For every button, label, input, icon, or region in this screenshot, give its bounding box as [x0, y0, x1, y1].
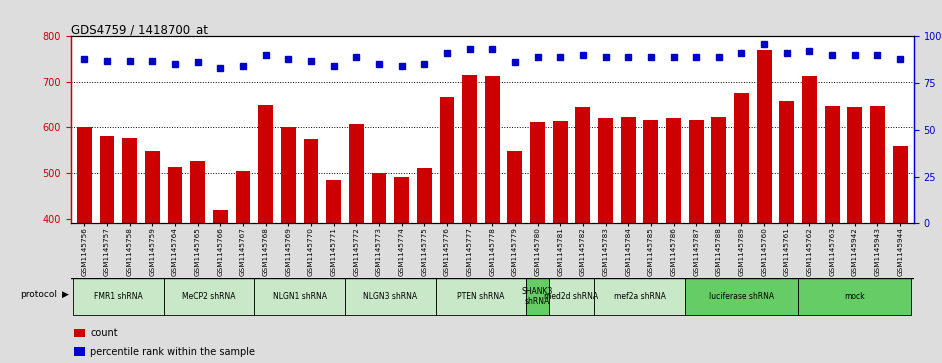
Bar: [258, 105, 273, 363]
Text: luciferase shRNA: luciferase shRNA: [709, 292, 774, 301]
Text: mock: mock: [844, 292, 865, 301]
Text: GDS4759 / 1418700_at: GDS4759 / 1418700_at: [71, 23, 207, 36]
Bar: [594, 278, 685, 315]
Bar: [100, 136, 114, 363]
Text: NLGN1 shRNA: NLGN1 shRNA: [272, 292, 327, 301]
Bar: [164, 278, 254, 315]
Bar: [122, 138, 137, 363]
Bar: [371, 173, 386, 363]
Bar: [643, 120, 658, 363]
Bar: [598, 118, 613, 363]
Bar: [825, 106, 839, 363]
Bar: [213, 210, 228, 363]
Bar: [281, 127, 296, 363]
Text: NLGN3 shRNA: NLGN3 shRNA: [364, 292, 417, 301]
Bar: [394, 177, 409, 363]
Bar: [848, 107, 862, 363]
Text: SHANK3
shRNA: SHANK3 shRNA: [522, 287, 553, 306]
Bar: [349, 124, 364, 363]
Bar: [530, 122, 544, 363]
Bar: [190, 161, 205, 363]
Bar: [870, 106, 885, 363]
Bar: [803, 76, 817, 363]
Bar: [145, 151, 159, 363]
Text: MeCP2 shRNA: MeCP2 shRNA: [182, 292, 236, 301]
Text: ▶: ▶: [61, 290, 69, 299]
Bar: [463, 75, 477, 363]
Bar: [254, 278, 345, 315]
Bar: [73, 329, 85, 337]
Text: percentile rank within the sample: percentile rank within the sample: [90, 347, 255, 357]
Bar: [236, 171, 251, 363]
Bar: [303, 139, 318, 363]
Text: mef2a shRNA: mef2a shRNA: [613, 292, 665, 301]
Bar: [527, 278, 549, 315]
Bar: [893, 146, 907, 363]
Text: med2d shRNA: med2d shRNA: [544, 292, 598, 301]
Bar: [685, 278, 798, 315]
Bar: [549, 278, 594, 315]
Bar: [734, 93, 749, 363]
Bar: [621, 118, 636, 363]
Bar: [756, 49, 771, 363]
Bar: [798, 278, 912, 315]
Bar: [73, 347, 85, 356]
Bar: [435, 278, 527, 315]
Bar: [73, 278, 164, 315]
Bar: [666, 118, 681, 363]
Text: PTEN shRNA: PTEN shRNA: [457, 292, 505, 301]
Bar: [417, 168, 431, 363]
Text: count: count: [90, 328, 118, 338]
Bar: [779, 101, 794, 363]
Bar: [168, 167, 182, 363]
Bar: [77, 127, 91, 363]
Bar: [440, 97, 454, 363]
Bar: [508, 151, 522, 363]
Text: protocol: protocol: [21, 290, 57, 299]
Bar: [485, 77, 499, 363]
Bar: [326, 180, 341, 363]
Bar: [711, 118, 726, 363]
Bar: [689, 120, 704, 363]
Bar: [345, 278, 435, 315]
Text: FMR1 shRNA: FMR1 shRNA: [94, 292, 142, 301]
Bar: [576, 107, 591, 363]
Bar: [553, 121, 567, 363]
